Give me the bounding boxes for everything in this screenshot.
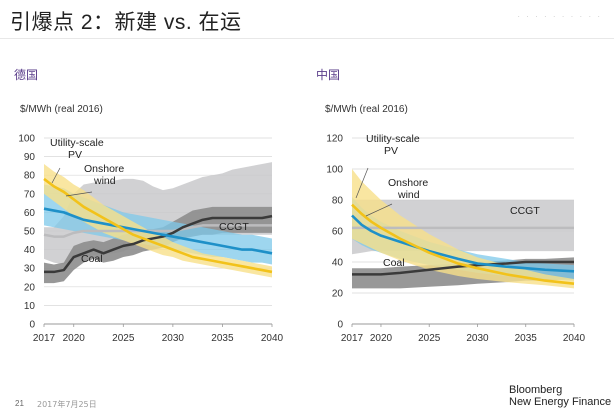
china-y-tick-label: 0 (337, 320, 343, 331)
panel-title-china: 中国 (316, 68, 341, 82)
germany-y-tick-label: 50 (24, 227, 36, 238)
series-label-line: Onshore (84, 163, 124, 175)
series-label-line: CCGT (219, 221, 249, 233)
china-x-tick-label: 2040 (563, 333, 586, 344)
germany-y-tick-label: 30 (24, 264, 36, 275)
series-label-line: Utility-scale (366, 133, 420, 145)
china-x-tick-label: 2020 (370, 333, 393, 344)
china-pv-series-label: Utility-scale PV (366, 133, 420, 157)
germany-x-tick-label: 2025 (112, 333, 135, 344)
decorative-dots: · · · · · · · · · · (517, 12, 602, 21)
series-label-line: PV (384, 145, 398, 157)
china-x-tick-label: 2035 (515, 333, 538, 344)
panel-title-germany: 德国 (14, 68, 39, 82)
germany-pv-leader-line (51, 167, 61, 184)
china-y-tick-label: 20 (332, 289, 344, 300)
china-y-unit-label: $/MWh (real 2016) (325, 104, 408, 115)
brand-line-2: New Energy Finance (509, 396, 612, 408)
series-label-line: Coal (81, 253, 103, 265)
slide-title: 引爆点 2：新建 vs. 在运 (10, 11, 242, 34)
series-label-line: wind (397, 189, 420, 201)
series-label-line: Utility-scale (50, 137, 104, 149)
china-coal-series-line (352, 260, 574, 276)
germany-y-tick-label: 20 (24, 282, 36, 293)
germany-y-unit-label: $/MWh (real 2016) (20, 104, 103, 115)
germany-y-tick-label: 60 (24, 208, 36, 219)
germany-y-tick-label: 40 (24, 245, 36, 256)
germany-x-tick-label: 2030 (162, 333, 185, 344)
germany-x-tick-label: 2035 (211, 333, 234, 344)
china-y-tick-label: 120 (326, 134, 343, 145)
china-y-tick-label: 100 (326, 165, 343, 176)
germany-pv-series-label: Utility-scale PV (50, 137, 104, 161)
germany-y-tick-label: 70 (24, 189, 36, 200)
germany-y-tick-label: 0 (29, 320, 35, 331)
germany-x-tick-label: 2040 (261, 333, 284, 344)
germany-y-tick-label: 90 (24, 152, 36, 163)
germany-x-tick-label: 2020 (63, 333, 86, 344)
page-number: 21 (15, 399, 24, 408)
slide-date: 2017年7月25日 (37, 400, 97, 409)
china-ccgt-series-label: CCGT (510, 205, 540, 217)
china-coal-series-label: Coal (383, 257, 405, 269)
series-label-line: wind (93, 175, 116, 187)
germany-ccgt-series-label: CCGT (219, 221, 249, 233)
germany-ccgt-range-band (44, 162, 272, 265)
china-x-tick-label: 2017 (341, 333, 364, 344)
china-y-tick-label: 80 (332, 196, 344, 207)
germany-coal-series-label: Coal (81, 253, 103, 265)
germany-y-tick-label: 80 (24, 171, 36, 182)
germany-coal-series-line (44, 214, 273, 274)
series-label-line: CCGT (510, 205, 540, 217)
china-pv-leader-line (355, 167, 369, 199)
china-wind-series-label: Onshore wind (388, 177, 428, 201)
germany-wind-series-line (43, 207, 273, 255)
series-label-line: Onshore (388, 177, 428, 189)
germany-y-tick-label: 10 (24, 301, 36, 312)
series-label-line: Coal (383, 257, 405, 269)
germany-pv-series-line (43, 177, 273, 274)
china-pv-series-line (351, 203, 575, 285)
germany-ccgt-series-line (43, 224, 272, 238)
china-pv-range-band (352, 169, 574, 289)
china-x-tick-label: 2025 (418, 333, 441, 344)
brand-line-1: Bloomberg (509, 384, 563, 396)
germany-wind-leader-line (65, 191, 93, 197)
germany-x-tick-label: 2017 (33, 333, 56, 344)
series-label-line: PV (68, 149, 82, 161)
bnef-logo-text: Bloomberg New Energy Finance (509, 384, 611, 408)
china-wind-series-line (351, 214, 575, 273)
china-y-tick-label: 60 (332, 227, 344, 238)
title-divider (0, 38, 614, 39)
germany-y-tick-label: 100 (18, 134, 35, 145)
china-x-tick-label: 2030 (466, 333, 489, 344)
germany-wind-series-label: Onshore wind (84, 163, 124, 187)
china-y-tick-label: 40 (332, 258, 344, 269)
china-wind-leader-line (365, 203, 393, 217)
